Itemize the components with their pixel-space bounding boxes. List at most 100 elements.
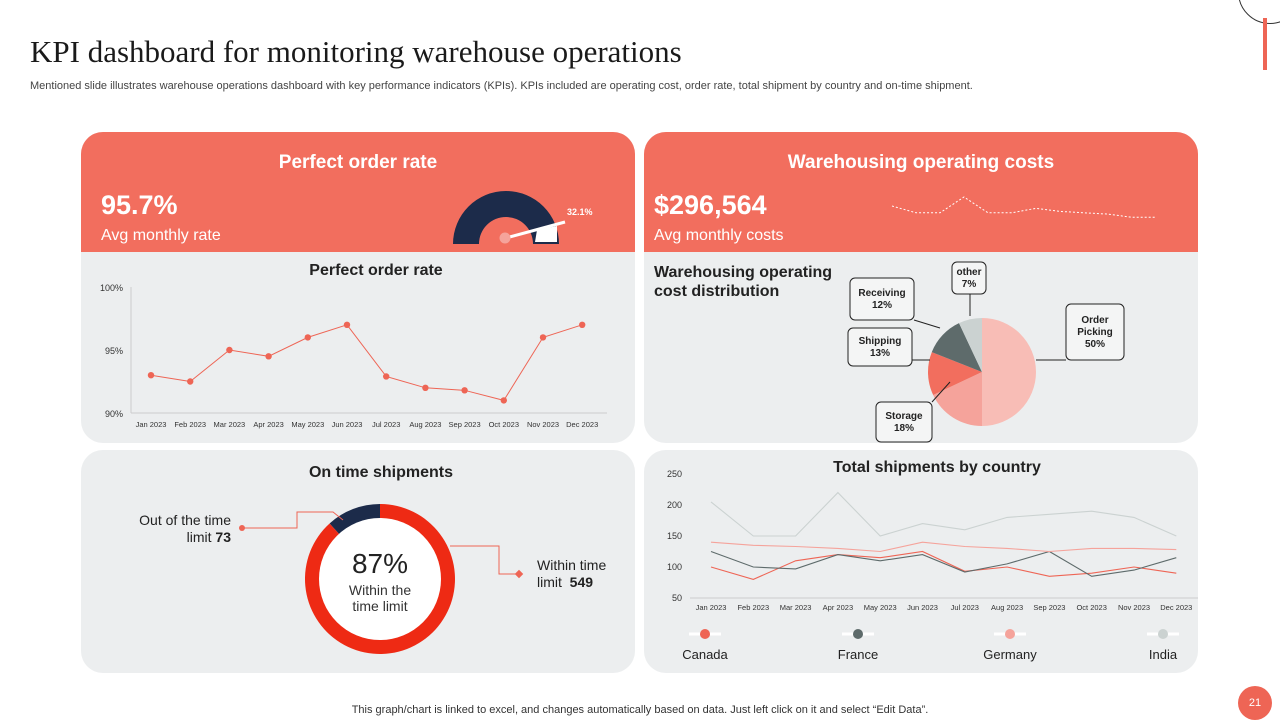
por-data-point [539, 334, 547, 341]
callout-name: other [957, 267, 982, 278]
country-y-tick: 100 [667, 562, 682, 572]
por-data-point [343, 321, 351, 328]
perfect-order-value: 95.7% [101, 190, 178, 220]
perfect-order-header-title: Perfect order rate [278, 152, 438, 173]
por-data-point [383, 373, 390, 380]
out-leader-dot [239, 525, 245, 531]
gauge-pivot [499, 232, 511, 244]
country-chart-title: Total shipments by country [833, 459, 1041, 476]
within-limit-value: 549 [569, 574, 594, 590]
por-x-tick: Nov 2023 [527, 420, 559, 429]
callout-value: 18% [894, 423, 914, 434]
gauge-value-label: 32.1% [567, 207, 593, 217]
por-data-point [422, 384, 429, 391]
country-x-tick: Jan 2023 [696, 603, 727, 612]
series-line-germany [710, 541, 1177, 553]
country-x-tick: May 2023 [864, 603, 897, 612]
country-y-tick: 250 [667, 469, 682, 479]
country-x-tick: Oct 2023 [1076, 603, 1106, 612]
legend-item-france[interactable]: France [838, 629, 878, 662]
por-data-point [304, 334, 311, 341]
callout-box [847, 327, 913, 367]
donut-center-value: 87% [351, 548, 409, 579]
por-x-tick: May 2023 [291, 420, 324, 429]
por-x-tick: Jan 2023 [136, 420, 167, 429]
legend-marker [1158, 629, 1168, 639]
callout-value: 12% [872, 300, 892, 311]
por-data-point [147, 372, 155, 379]
por-x-tick: Apr 2023 [253, 420, 283, 429]
callout-name: Storage [885, 411, 923, 422]
por-x-tick: Sep 2023 [449, 420, 481, 429]
series-line-france [710, 550, 1177, 577]
within-limit-callout: Within time limit 549 [537, 557, 617, 591]
legend-label: Germany [983, 647, 1037, 662]
within-leader-dot [514, 569, 524, 579]
country-x-tick: Sep 2023 [1033, 603, 1065, 612]
por-data-point [226, 346, 233, 354]
country-y-tick: 50 [672, 593, 682, 603]
donut-center-label: Within the time limit [348, 582, 412, 614]
out-of-limit-callout: Out of the time limit 73 [131, 512, 231, 546]
callout-box [1065, 303, 1125, 361]
operating-costs-sparkline [891, 196, 1156, 218]
por-x-tick: Feb 2023 [174, 420, 206, 429]
por-x-tick: Jul 2023 [372, 420, 400, 429]
pie-slice-receiving [931, 323, 982, 372]
legend-item-india[interactable]: India [1147, 629, 1179, 662]
operating-costs-header: Warehousing operating costs $296,564 Avg… [644, 132, 1198, 252]
callout-name: Receiving [858, 288, 905, 299]
series-line-india [710, 491, 1177, 537]
country-x-tick: Nov 2023 [1118, 603, 1150, 612]
legend-label: Canada [682, 647, 728, 662]
callout-value: 13% [870, 348, 890, 359]
footer-note: This graph/chart is linked to excel, and… [351, 704, 929, 716]
page-number-badge: 21 [1238, 686, 1272, 720]
on-time-donut-chart [239, 504, 524, 654]
por-data-point [187, 378, 194, 385]
country-x-tick: Mar 2023 [780, 603, 812, 612]
shipments-country-panel: Total shipments by country 250 200 150 1… [644, 450, 1198, 673]
por-chart-title: Perfect order rate [309, 262, 443, 279]
country-x-tick: Aug 2023 [991, 603, 1023, 612]
callout-name: Order [1081, 315, 1108, 326]
pie-slice-shipping [927, 352, 982, 395]
callout-box [875, 401, 933, 443]
out-of-limit-label: Out of the time limit [139, 512, 231, 545]
on-time-panel: On time shipments 87% Within the time li… [81, 450, 635, 673]
series-line-canada [710, 550, 1177, 580]
slide-subtitle: Mentioned slide illustrates warehouse op… [30, 80, 973, 92]
callout-name: Shipping [859, 336, 902, 347]
por-x-tick: Mar 2023 [214, 420, 246, 429]
dist-chart-title: Warehousing operating cost distribution [654, 264, 833, 300]
callout-value: 50% [1085, 339, 1105, 350]
country-x-tick: Feb 2023 [737, 603, 769, 612]
donut-hole [319, 518, 441, 640]
por-x-tick: Oct 2023 [489, 420, 519, 429]
legend-item-canada[interactable]: Canada [682, 629, 729, 662]
por-data-point [461, 387, 468, 394]
por-x-tick: Jun 2023 [332, 420, 363, 429]
callout-value: 7% [962, 279, 977, 290]
legend-item-germany[interactable]: Germany [983, 629, 1037, 662]
country-y-tick: 200 [667, 500, 682, 510]
callout-pointer [931, 381, 951, 403]
country-x-tick: Dec 2023 [1160, 603, 1192, 612]
por-data-point [265, 353, 272, 360]
callout-box [951, 261, 987, 295]
within-limit-label: Within time limit [537, 557, 607, 590]
country-x-tick: Jul 2023 [951, 603, 979, 612]
por-x-tick: Dec 2023 [566, 420, 598, 429]
por-x-tick: Aug 2023 [409, 420, 441, 429]
por-series-line [150, 324, 583, 401]
corner-accent-bar [1263, 18, 1267, 70]
operating-costs-panel: Warehousing operating costs $296,564 Avg… [644, 132, 1198, 443]
callout-pointer [913, 319, 941, 329]
legend-marker [1005, 629, 1015, 639]
shipments-country-chart: 250 200 150 100 50 Jan 2023 Feb 2023 Mar 2… [667, 469, 1198, 662]
legend-marker [700, 629, 710, 639]
